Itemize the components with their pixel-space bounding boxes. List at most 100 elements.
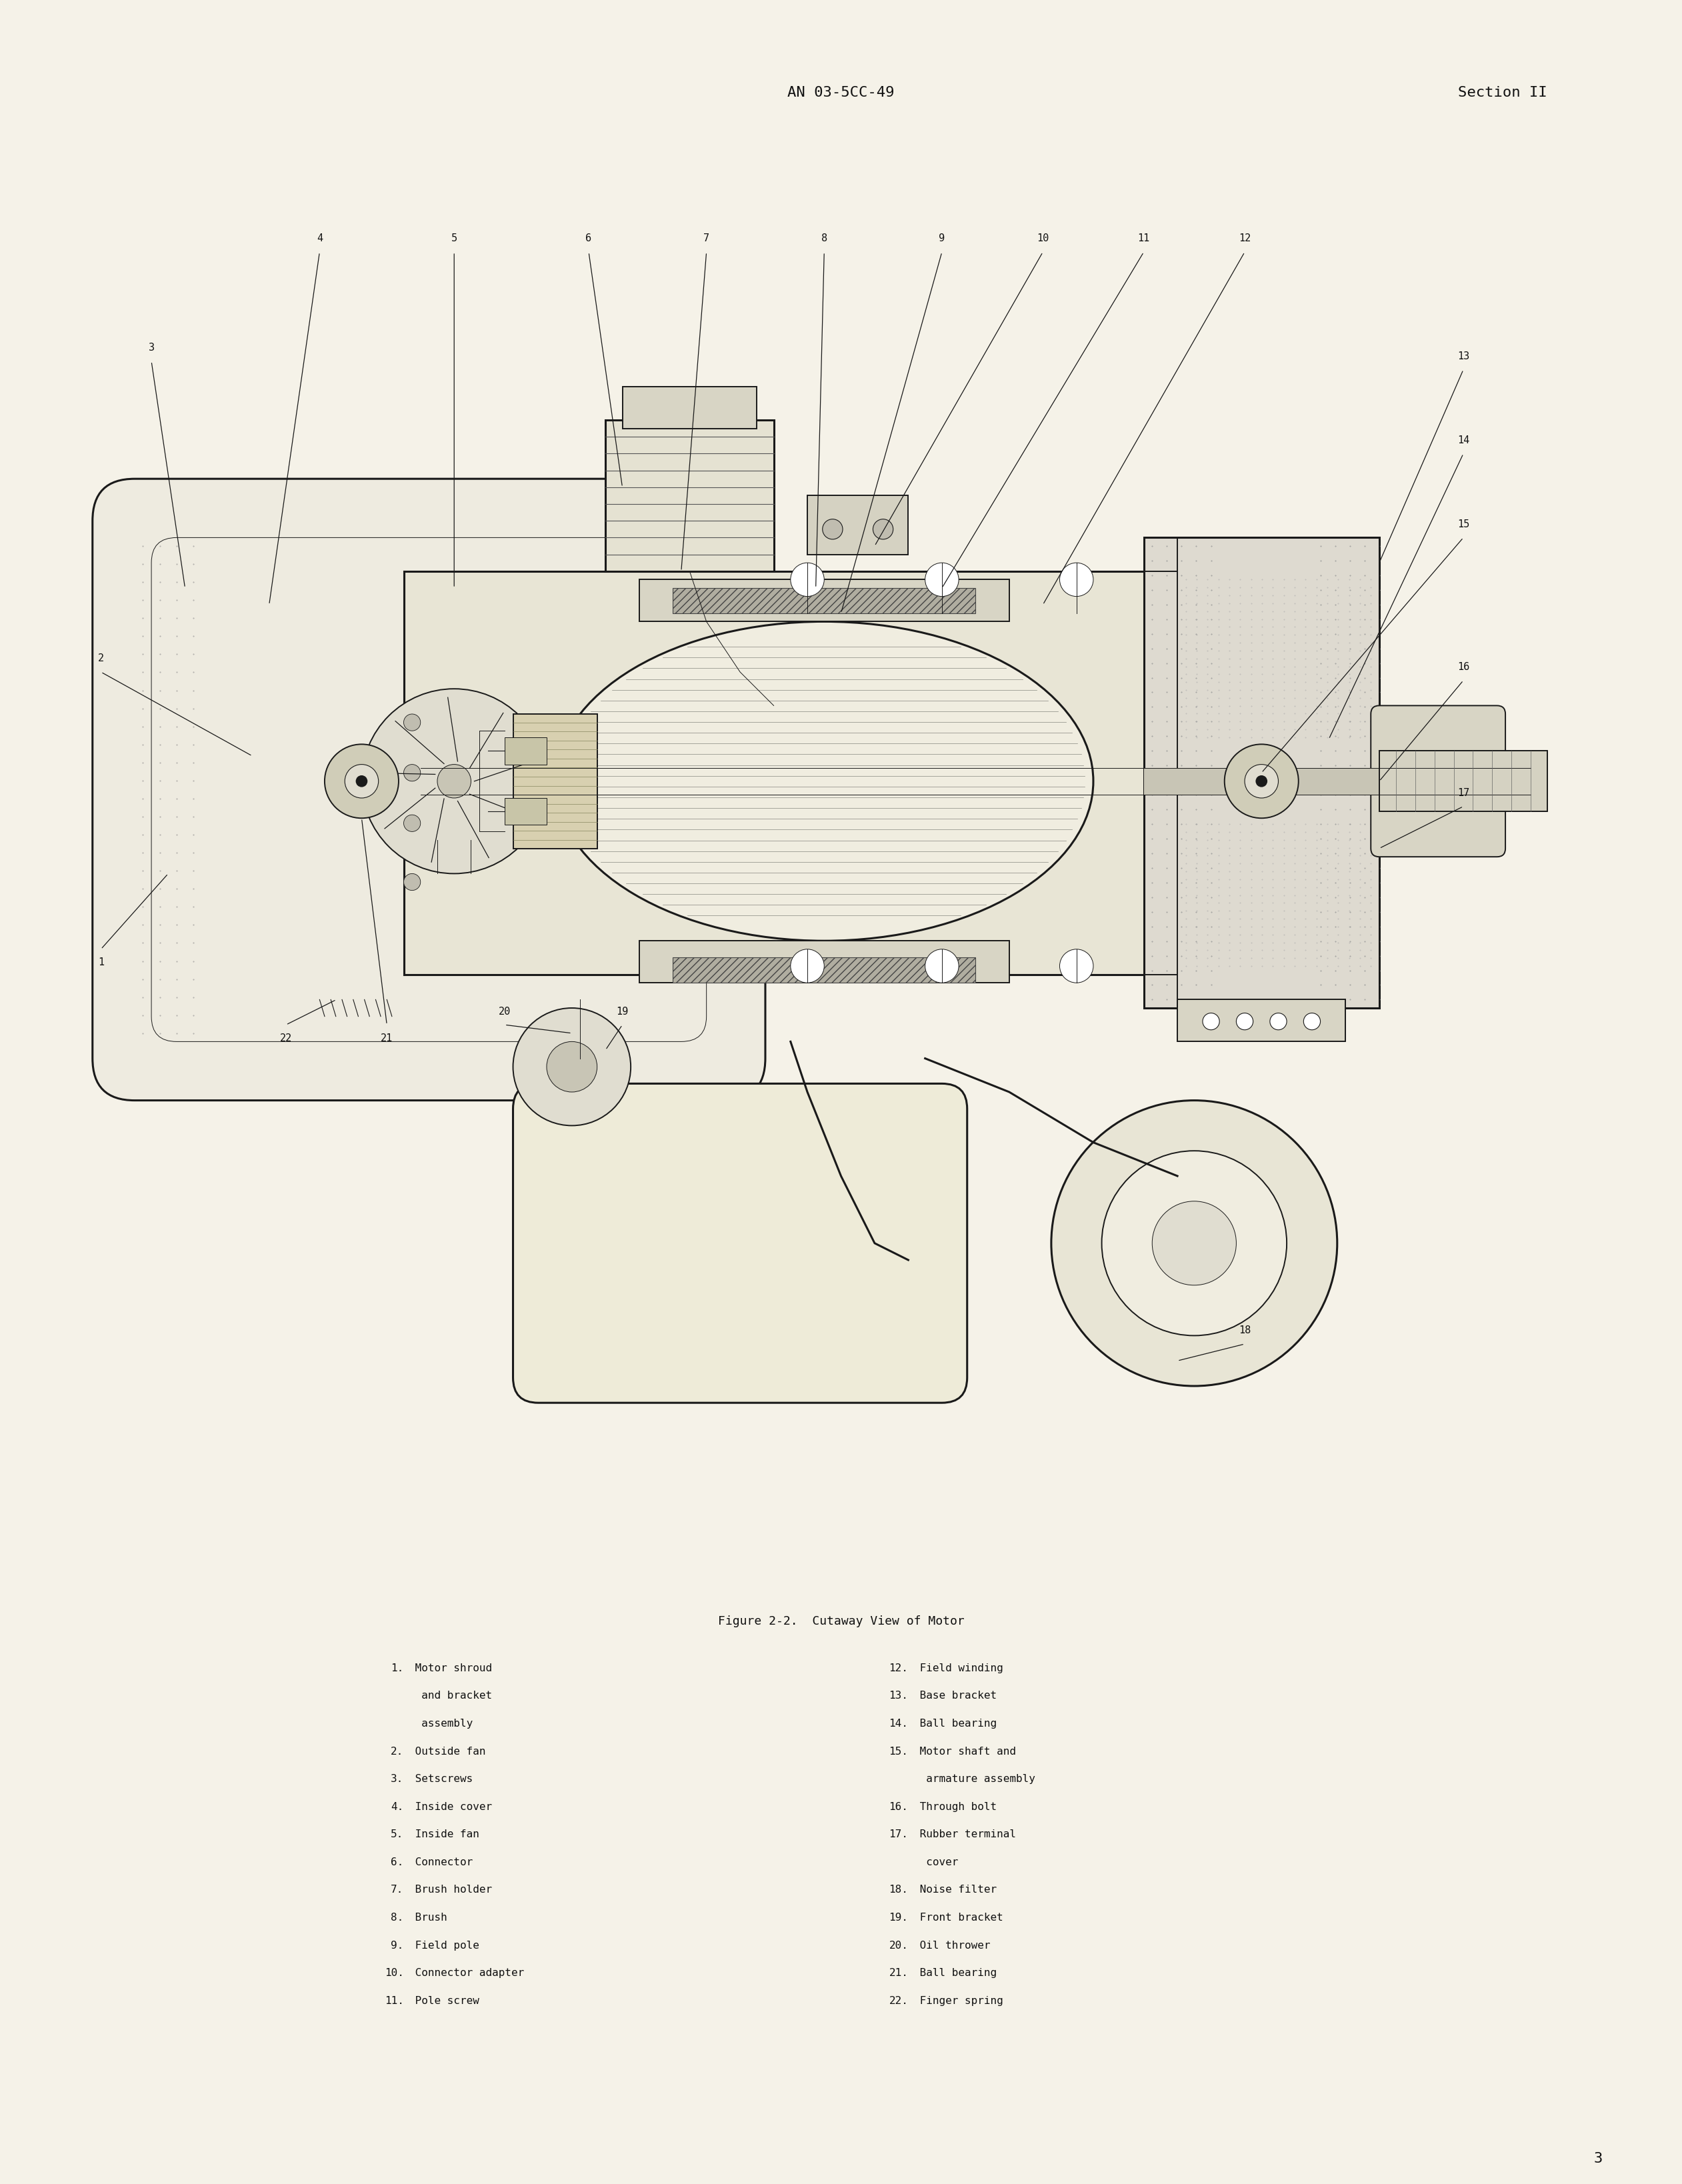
- Bar: [1144, 537, 1379, 1009]
- FancyBboxPatch shape: [513, 1083, 967, 1402]
- Bar: [505, 738, 547, 764]
- Text: 13: 13: [1457, 352, 1470, 360]
- Text: 14.: 14.: [890, 1719, 908, 1730]
- Text: 17.: 17.: [890, 1830, 908, 1839]
- Text: 5: 5: [451, 234, 458, 245]
- Circle shape: [822, 520, 843, 539]
- Text: Oil thrower: Oil thrower: [913, 1939, 991, 1950]
- Circle shape: [791, 563, 824, 596]
- Text: 15.: 15.: [890, 1747, 908, 1756]
- Text: 8.: 8.: [390, 1913, 404, 1922]
- Bar: [1144, 769, 1547, 795]
- Text: Front bracket: Front bracket: [913, 1913, 1002, 1922]
- Bar: [673, 957, 976, 983]
- Text: 13.: 13.: [890, 1690, 908, 1701]
- Text: cover: cover: [913, 1856, 959, 1867]
- FancyBboxPatch shape: [1371, 705, 1505, 856]
- Text: 2.: 2.: [390, 1747, 404, 1756]
- Circle shape: [404, 874, 420, 891]
- Circle shape: [345, 764, 378, 797]
- Text: Section II: Section II: [1458, 85, 1547, 98]
- Text: 18.: 18.: [890, 1885, 908, 1896]
- Text: Rubber terminal: Rubber terminal: [913, 1830, 1016, 1839]
- Text: Noise filter: Noise filter: [913, 1885, 997, 1896]
- Text: 17: 17: [1457, 788, 1470, 797]
- Text: 1: 1: [98, 957, 104, 968]
- Text: 20.: 20.: [890, 1939, 908, 1950]
- Circle shape: [925, 563, 959, 596]
- Ellipse shape: [555, 622, 1093, 941]
- Text: 4: 4: [316, 234, 323, 245]
- Circle shape: [362, 688, 547, 874]
- Text: 16.: 16.: [890, 1802, 908, 1813]
- Text: Ball bearing: Ball bearing: [913, 1719, 997, 1730]
- Text: Base bracket: Base bracket: [913, 1690, 997, 1701]
- Text: 3: 3: [1593, 2151, 1603, 2167]
- Text: assembly: assembly: [409, 1719, 473, 1730]
- Circle shape: [1152, 1201, 1236, 1284]
- Circle shape: [925, 950, 959, 983]
- Circle shape: [873, 520, 893, 539]
- Text: Brush holder: Brush holder: [409, 1885, 493, 1896]
- Text: 11.: 11.: [385, 1996, 404, 2005]
- Text: 1.: 1.: [390, 1664, 404, 1673]
- Text: 9: 9: [939, 234, 945, 245]
- Text: 8: 8: [821, 234, 828, 245]
- Bar: [606, 419, 774, 572]
- Text: Field winding: Field winding: [913, 1664, 1002, 1673]
- Text: Connector adapter: Connector adapter: [409, 1968, 525, 1979]
- Text: 18: 18: [1238, 1326, 1251, 1337]
- Text: Inside cover: Inside cover: [409, 1802, 493, 1813]
- Circle shape: [791, 950, 824, 983]
- Bar: [1177, 1000, 1346, 1042]
- Circle shape: [1304, 1013, 1320, 1031]
- Circle shape: [325, 745, 399, 819]
- Text: Pole screw: Pole screw: [409, 1996, 479, 2005]
- Text: 12: 12: [1238, 234, 1251, 245]
- Circle shape: [1270, 1013, 1287, 1031]
- Text: 12.: 12.: [890, 1664, 908, 1673]
- Text: 6: 6: [585, 234, 592, 245]
- Bar: [404, 572, 1177, 974]
- Text: 10: 10: [1036, 234, 1050, 245]
- Text: 19: 19: [616, 1007, 629, 1016]
- Text: 21: 21: [380, 1033, 394, 1044]
- Circle shape: [1224, 745, 1299, 819]
- Bar: [639, 579, 1009, 622]
- Circle shape: [1203, 1013, 1219, 1031]
- Text: 20: 20: [498, 1007, 511, 1016]
- Bar: [639, 941, 1009, 983]
- Text: 6.: 6.: [390, 1856, 404, 1867]
- Bar: [807, 496, 908, 555]
- Circle shape: [404, 815, 420, 832]
- Text: 3: 3: [148, 343, 155, 354]
- Circle shape: [1418, 760, 1458, 802]
- Text: Field pole: Field pole: [409, 1939, 479, 1950]
- Text: 4.: 4.: [390, 1802, 404, 1813]
- Circle shape: [547, 1042, 597, 1092]
- Text: 21.: 21.: [890, 1968, 908, 1979]
- Circle shape: [1051, 1101, 1337, 1387]
- FancyBboxPatch shape: [93, 478, 765, 1101]
- Text: 7: 7: [703, 234, 710, 245]
- Text: 2: 2: [98, 653, 104, 664]
- Circle shape: [1060, 950, 1093, 983]
- Text: Ball bearing: Ball bearing: [913, 1968, 997, 1979]
- Text: 22.: 22.: [890, 1996, 908, 2005]
- Text: 7.: 7.: [390, 1885, 404, 1896]
- Circle shape: [513, 1009, 631, 1125]
- Text: Connector: Connector: [409, 1856, 473, 1867]
- Circle shape: [1245, 764, 1278, 797]
- Text: Outside fan: Outside fan: [409, 1747, 486, 1756]
- Text: 10.: 10.: [385, 1968, 404, 1979]
- Text: 19.: 19.: [890, 1913, 908, 1922]
- Circle shape: [1255, 775, 1268, 786]
- Text: 16: 16: [1457, 662, 1470, 673]
- Bar: [513, 714, 597, 847]
- Text: 22: 22: [279, 1033, 293, 1044]
- Text: Motor shaft and: Motor shaft and: [913, 1747, 1016, 1756]
- Text: 9.: 9.: [390, 1939, 404, 1950]
- Text: Finger spring: Finger spring: [913, 1996, 1002, 2005]
- Circle shape: [1236, 1013, 1253, 1031]
- Text: 11: 11: [1137, 234, 1150, 245]
